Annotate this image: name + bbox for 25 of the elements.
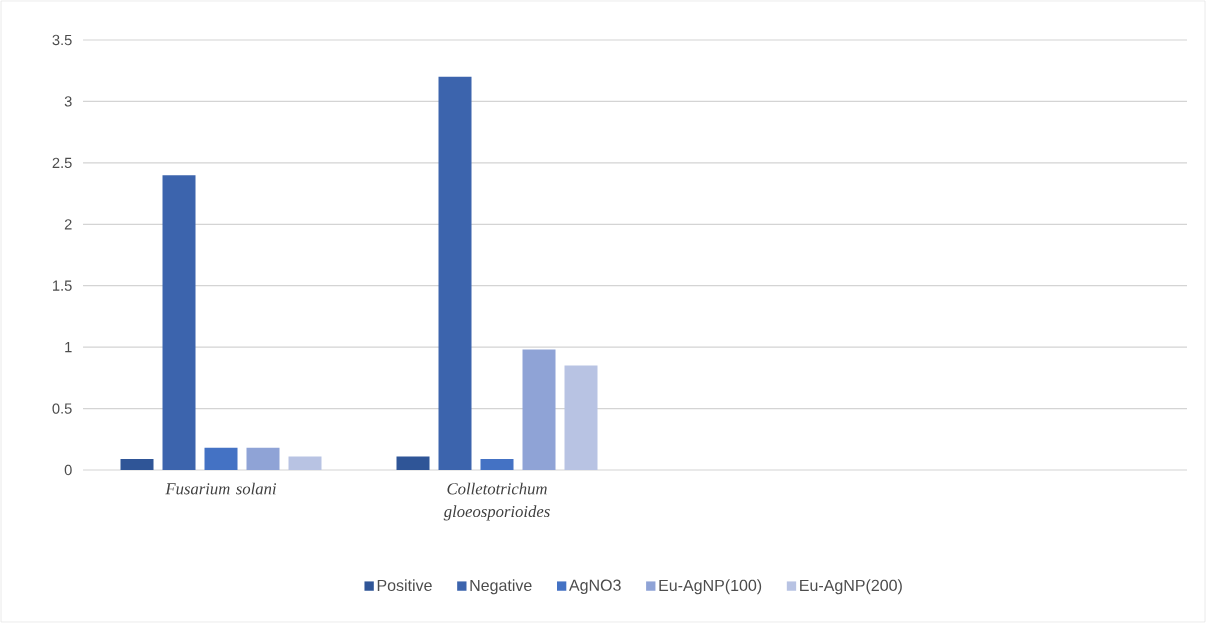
bar xyxy=(522,349,556,470)
bar xyxy=(246,447,280,470)
legend-label: AgNO3 xyxy=(568,579,621,594)
y-tick-label: 3.5 xyxy=(52,34,72,46)
bar xyxy=(162,175,196,470)
bar xyxy=(120,458,154,470)
legend-label: Negative xyxy=(470,579,532,595)
bar xyxy=(396,456,430,470)
y-tick-label: 0.5 xyxy=(52,403,72,414)
legend-label: Eu-AgNP(200) xyxy=(800,579,902,595)
bar xyxy=(564,365,598,470)
bar xyxy=(480,458,514,470)
y-tick-label: 1.5 xyxy=(53,280,72,291)
bar xyxy=(288,456,322,470)
legend-label: Positive xyxy=(377,579,432,592)
legend-label: Eu-AgNP(100) xyxy=(659,579,762,595)
y-tick-label: 1 xyxy=(65,342,72,353)
y-tick-label: 2 xyxy=(64,219,72,230)
bar xyxy=(204,447,238,470)
y-tick-label: 0 xyxy=(64,464,72,476)
bar xyxy=(438,76,472,470)
x-tick-label: Fusarium solani xyxy=(165,482,277,495)
y-tick-label: 2.5 xyxy=(52,157,72,169)
y-tick-label: 3 xyxy=(64,96,72,107)
x-tick-label: Colletotrichum gloeosporioides xyxy=(443,482,550,521)
